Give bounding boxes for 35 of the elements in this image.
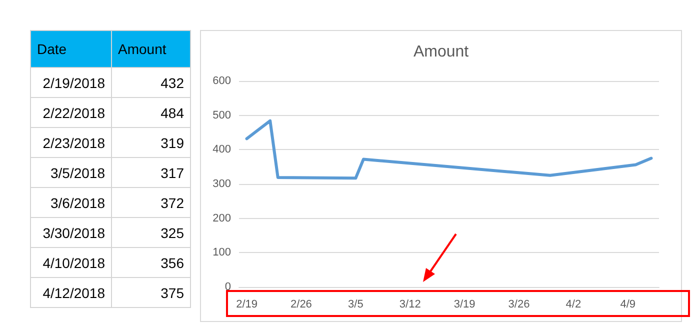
text: 4/10/2018 xyxy=(30,248,112,278)
text: 4/12/2018 xyxy=(30,278,112,308)
text: Amount xyxy=(112,30,190,68)
text: 432 xyxy=(112,68,190,98)
text: 2/23/2018 xyxy=(30,128,112,158)
chart-title: Amount xyxy=(413,44,470,60)
y-tick-label: 400 xyxy=(212,144,231,156)
text: 319 xyxy=(112,128,190,158)
y-tick-label: 0 xyxy=(224,281,231,293)
x-tick-label: 4/2 xyxy=(566,298,582,310)
text: 3/5/2018 xyxy=(30,158,112,188)
text: 375 xyxy=(112,278,190,308)
text: 317 xyxy=(112,158,190,188)
text: 2/19/2018 xyxy=(30,68,112,98)
text: 372 xyxy=(112,188,190,218)
x-tick-label: 4/9 xyxy=(620,298,636,310)
x-tick-label: 2/26 xyxy=(290,298,312,310)
text: 484 xyxy=(112,98,190,128)
y-tick-label: 100 xyxy=(212,246,231,259)
y-tick-label: 500 xyxy=(212,109,231,122)
text: 356 xyxy=(112,248,190,278)
text: 3/30/2018 xyxy=(30,218,112,248)
text: 325 xyxy=(112,218,190,248)
text: Date xyxy=(30,30,112,68)
text: 2/22/2018 xyxy=(30,98,112,128)
y-tick-label: 200 xyxy=(212,212,231,224)
y-tick-label: 300 xyxy=(212,178,231,190)
line-series xyxy=(245,119,653,180)
x-tick-label: 2/19 xyxy=(236,298,258,310)
y-tick-label: 600 xyxy=(212,75,231,87)
x-tick-label: 3/26 xyxy=(508,298,530,310)
x-tick-label: 3/19 xyxy=(454,298,476,310)
x-tick-label: 3/12 xyxy=(399,298,421,310)
x-tick-label: 3/5 xyxy=(348,298,364,310)
text: 3/6/2018 xyxy=(30,188,112,218)
